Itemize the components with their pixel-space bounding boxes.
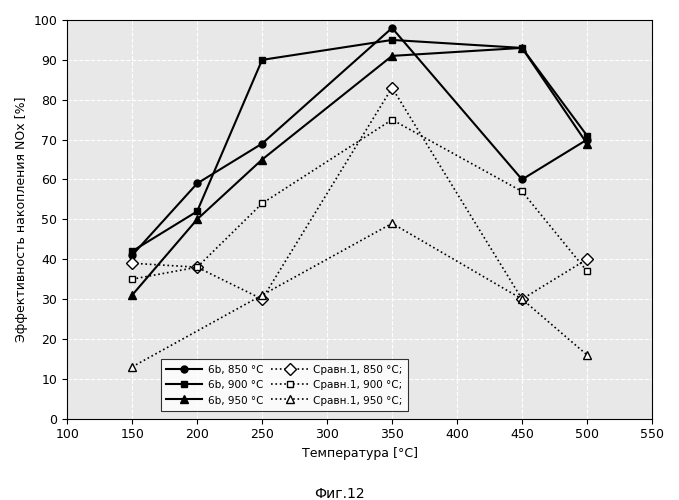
6b, 950 °C bbox=[388, 53, 396, 59]
6b, 900 °C bbox=[583, 132, 591, 138]
Сравн.1, 850 °C; bbox=[388, 85, 396, 91]
Сравн.1, 900 °C; bbox=[258, 200, 266, 206]
Сравн.1, 850 °C; bbox=[128, 260, 136, 266]
Сравн.1, 950 °C; bbox=[258, 292, 266, 298]
X-axis label: Температура [°С]: Температура [°С] bbox=[301, 447, 418, 460]
6b, 850 °C bbox=[258, 140, 266, 146]
Сравн.1, 950 °C; bbox=[583, 352, 591, 358]
Line: Сравн.1, 900 °C;: Сравн.1, 900 °C; bbox=[128, 116, 591, 282]
Сравн.1, 900 °C; bbox=[193, 264, 201, 270]
Сравн.1, 850 °C; bbox=[193, 264, 201, 270]
Сравн.1, 900 °C; bbox=[128, 276, 136, 282]
6b, 900 °C bbox=[193, 208, 201, 214]
Text: Фиг.12: Фиг.12 bbox=[314, 486, 365, 500]
Сравн.1, 900 °C; bbox=[518, 188, 526, 194]
6b, 950 °C bbox=[583, 140, 591, 146]
6b, 850 °C bbox=[193, 180, 201, 186]
6b, 850 °C bbox=[583, 136, 591, 142]
6b, 850 °C bbox=[388, 25, 396, 31]
6b, 900 °C bbox=[258, 57, 266, 63]
6b, 900 °C bbox=[518, 45, 526, 51]
6b, 950 °C bbox=[193, 216, 201, 222]
6b, 950 °C bbox=[128, 292, 136, 298]
6b, 850 °C bbox=[128, 252, 136, 258]
Сравн.1, 900 °C; bbox=[583, 268, 591, 274]
6b, 950 °C bbox=[518, 45, 526, 51]
Сравн.1, 950 °C; bbox=[128, 364, 136, 370]
Сравн.1, 950 °C; bbox=[388, 220, 396, 226]
6b, 900 °C bbox=[128, 248, 136, 254]
Y-axis label: Эффективность накопления NOx [%]: Эффективность накопления NOx [%] bbox=[15, 96, 28, 342]
Line: 6b, 950 °C: 6b, 950 °C bbox=[128, 44, 591, 300]
Line: Сравн.1, 950 °C;: Сравн.1, 950 °C; bbox=[128, 219, 591, 371]
Line: 6b, 850 °C: 6b, 850 °C bbox=[128, 24, 591, 258]
Сравн.1, 850 °C; bbox=[258, 296, 266, 302]
6b, 900 °C bbox=[388, 37, 396, 43]
Сравн.1, 900 °C; bbox=[388, 116, 396, 122]
6b, 850 °C bbox=[518, 176, 526, 182]
Line: Сравн.1, 850 °C;: Сравн.1, 850 °C; bbox=[128, 84, 591, 304]
Legend: 6b, 850 °C, 6b, 900 °C, 6b, 950 °C, Сравн.1, 850 °C;, Сравн.1, 900 °C;, Сравн.1,: 6b, 850 °C, 6b, 900 °C, 6b, 950 °C, Срав… bbox=[161, 359, 407, 410]
6b, 950 °C bbox=[258, 156, 266, 162]
Сравн.1, 950 °C; bbox=[518, 296, 526, 302]
Line: 6b, 900 °C: 6b, 900 °C bbox=[128, 36, 591, 254]
Сравн.1, 850 °C; bbox=[518, 296, 526, 302]
Сравн.1, 850 °C; bbox=[583, 256, 591, 262]
